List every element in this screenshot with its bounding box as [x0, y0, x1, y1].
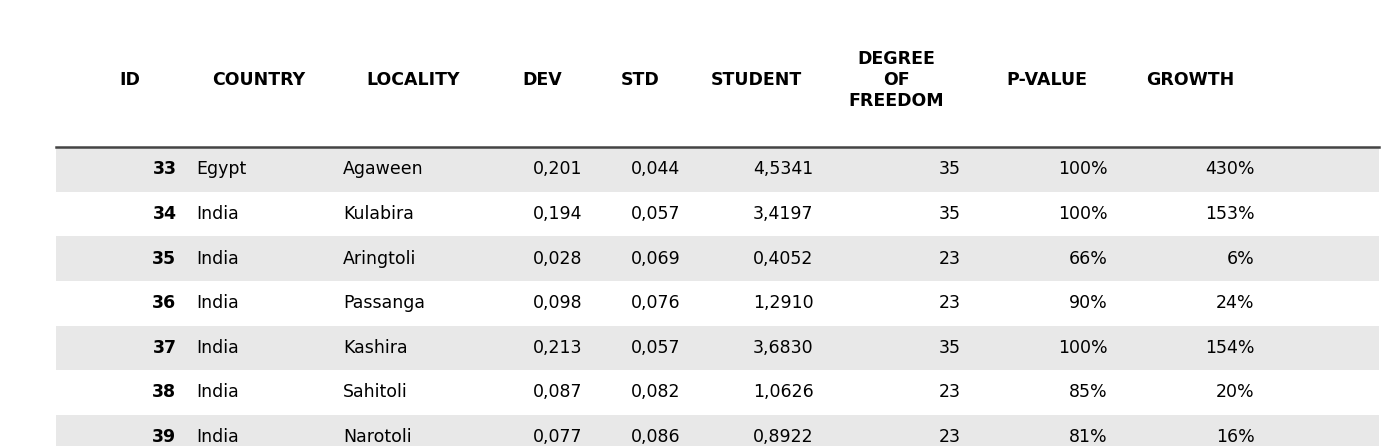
Text: 0,201: 0,201 [533, 161, 582, 178]
Bar [56, 192, 1379, 236]
Text: 38: 38 [153, 384, 176, 401]
Text: 0,213: 0,213 [533, 339, 582, 357]
Text: LOCALITY: LOCALITY [367, 71, 459, 89]
Text: 1,2910: 1,2910 [753, 294, 813, 312]
Text: 100%: 100% [1058, 339, 1107, 357]
Text: 85%: 85% [1068, 384, 1107, 401]
Text: 35: 35 [938, 205, 960, 223]
Text: 0,082: 0,082 [631, 384, 680, 401]
Text: 0,098: 0,098 [533, 294, 582, 312]
Text: Sahitoli: Sahitoli [343, 384, 407, 401]
Text: Passanga: Passanga [343, 294, 426, 312]
Text: 39: 39 [153, 428, 176, 446]
Text: 37: 37 [153, 339, 176, 357]
Text: 0,4052: 0,4052 [753, 250, 813, 268]
Text: India: India [196, 428, 239, 446]
Text: 35: 35 [938, 161, 960, 178]
Text: 0,8922: 0,8922 [753, 428, 813, 446]
Text: 1,0626: 1,0626 [753, 384, 813, 401]
Text: 81%: 81% [1068, 428, 1107, 446]
Text: Egypt: Egypt [196, 161, 246, 178]
Text: GROWTH: GROWTH [1145, 71, 1235, 89]
Text: India: India [196, 339, 239, 357]
Text: P-VALUE: P-VALUE [1007, 71, 1086, 89]
Text: 100%: 100% [1058, 161, 1107, 178]
Bar [56, 326, 1379, 370]
Text: 33: 33 [153, 161, 176, 178]
Text: 0,044: 0,044 [631, 161, 680, 178]
Text: DEGREE
OF
FREEDOM: DEGREE OF FREEDOM [848, 50, 944, 110]
Text: 34: 34 [153, 205, 176, 223]
Bar [56, 415, 1379, 446]
Text: Kulabira: Kulabira [343, 205, 414, 223]
Text: 90%: 90% [1068, 294, 1107, 312]
Text: 35: 35 [153, 250, 176, 268]
Text: STD: STD [622, 71, 659, 89]
Bar [56, 147, 1379, 192]
Text: 23: 23 [938, 384, 960, 401]
Text: 153%: 153% [1205, 205, 1254, 223]
Text: 0,194: 0,194 [533, 205, 582, 223]
Text: 0,057: 0,057 [631, 205, 680, 223]
Text: 23: 23 [938, 294, 960, 312]
Text: Kashira: Kashira [343, 339, 407, 357]
Text: 0,069: 0,069 [630, 250, 680, 268]
Text: 23: 23 [938, 428, 960, 446]
Bar [56, 13, 1379, 147]
Text: 20%: 20% [1215, 384, 1254, 401]
Text: 3,4197: 3,4197 [753, 205, 813, 223]
Text: 0,087: 0,087 [533, 384, 582, 401]
Text: 0,086: 0,086 [631, 428, 680, 446]
Text: 6%: 6% [1226, 250, 1254, 268]
Text: India: India [196, 294, 239, 312]
Text: India: India [196, 250, 239, 268]
Text: 3,6830: 3,6830 [753, 339, 813, 357]
Bar [56, 370, 1379, 415]
Text: 0,028: 0,028 [533, 250, 582, 268]
Text: 36: 36 [153, 294, 176, 312]
Text: 0,076: 0,076 [631, 294, 680, 312]
Text: 100%: 100% [1058, 205, 1107, 223]
Text: India: India [196, 205, 239, 223]
Text: ID: ID [119, 71, 140, 89]
Text: 16%: 16% [1215, 428, 1254, 446]
Text: Narotoli: Narotoli [343, 428, 412, 446]
Text: 0,057: 0,057 [631, 339, 680, 357]
Text: Aringtoli: Aringtoli [343, 250, 416, 268]
Text: DEV: DEV [522, 71, 563, 89]
Text: 0,077: 0,077 [533, 428, 582, 446]
Text: 154%: 154% [1205, 339, 1254, 357]
Text: 35: 35 [938, 339, 960, 357]
Text: 24%: 24% [1215, 294, 1254, 312]
Bar [56, 236, 1379, 281]
Text: STUDENT: STUDENT [710, 71, 802, 89]
Text: 66%: 66% [1068, 250, 1107, 268]
Text: 4,5341: 4,5341 [753, 161, 813, 178]
Text: 23: 23 [938, 250, 960, 268]
Bar [56, 281, 1379, 326]
Text: 430%: 430% [1205, 161, 1254, 178]
Text: Agaween: Agaween [343, 161, 424, 178]
Text: COUNTRY: COUNTRY [213, 71, 305, 89]
Text: India: India [196, 384, 239, 401]
